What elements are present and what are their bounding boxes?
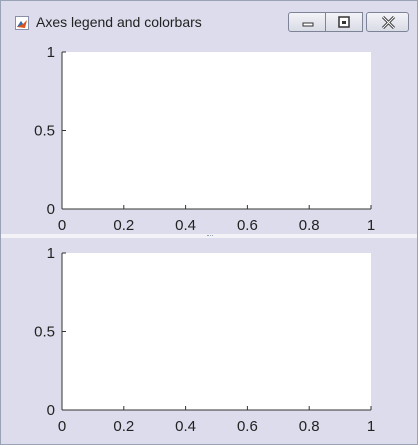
bottom-xtick-label: 0.8 xyxy=(299,418,320,435)
top-xtick-label: 0.2 xyxy=(113,217,134,234)
bottom-xtick-label: 0.6 xyxy=(237,418,258,435)
bottom-plot-area xyxy=(62,253,371,410)
bottom-xtick-label: 1 xyxy=(367,418,375,435)
bottom-ytick-label: 1 xyxy=(47,245,55,262)
top-ytick-label: 0.5 xyxy=(34,123,55,140)
top-xtick-label: 0.8 xyxy=(299,217,320,234)
top-plot-area xyxy=(62,52,371,209)
matlab-figure-icon xyxy=(15,16,29,30)
top-xtick-label: 0.6 xyxy=(237,217,258,234)
close-button[interactable] xyxy=(366,12,409,32)
top-ytick-label: 1 xyxy=(47,44,55,61)
bottom-axes[interactable]: 0 0.2 0.4 0.6 0.8 1 0 0.5 1 xyxy=(1,238,417,444)
bottom-xtick-label: 0 xyxy=(58,418,66,435)
top-ytick-label: 0 xyxy=(47,201,55,218)
bottom-ytick-label: 0.5 xyxy=(34,324,55,341)
top-axes[interactable]: 0 0.2 0.4 0.6 0.8 1 0 0.5 1 xyxy=(1,35,417,234)
window-title: Axes legend and colorbars xyxy=(36,14,202,30)
divider-grip[interactable] xyxy=(207,235,213,238)
top-xtick-label: 1 xyxy=(367,217,375,234)
restore-button[interactable] xyxy=(326,12,363,32)
restore-icon xyxy=(338,16,350,28)
bottom-axes-panel: 0 0.2 0.4 0.6 0.8 1 0 0.5 1 xyxy=(1,238,417,444)
title-bar[interactable]: Axes legend and colorbars xyxy=(1,1,417,35)
top-xtick-label: 0.4 xyxy=(175,217,196,234)
bottom-xtick-label: 0.2 xyxy=(113,418,134,435)
minimize-button[interactable] xyxy=(288,12,326,32)
bottom-ytick-label: 0 xyxy=(47,402,55,419)
minimize-icon xyxy=(302,22,314,27)
top-xtick-label: 0 xyxy=(58,217,66,234)
bottom-xtick-label: 0.4 xyxy=(175,418,196,435)
close-icon xyxy=(381,15,396,30)
top-axes-panel: 0 0.2 0.4 0.6 0.8 1 0 0.5 1 xyxy=(1,35,417,234)
axes-divider[interactable] xyxy=(1,234,417,238)
